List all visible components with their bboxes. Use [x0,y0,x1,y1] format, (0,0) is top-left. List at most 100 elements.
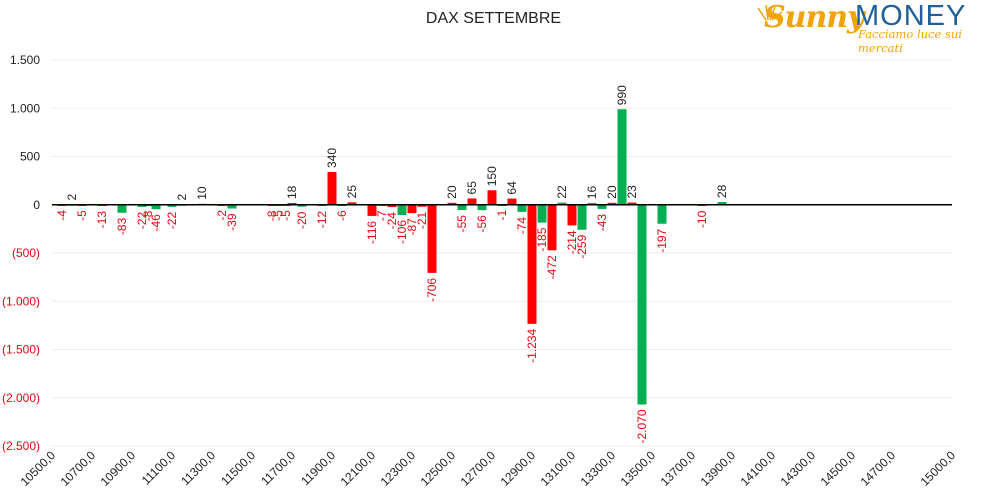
bar [517,204,527,212]
data-label: 64 [505,181,519,195]
y-tick-label: (2.500) [2,439,40,453]
bar [547,204,557,251]
x-tick-label: 13700,0 [658,448,699,489]
bar [117,204,127,213]
data-label: -39 [225,213,239,231]
logo-money-text: MONEY [855,0,967,32]
data-label: -1 [495,210,509,221]
bar [477,204,487,211]
data-label: -21 [415,211,429,229]
bar [597,204,607,209]
data-label: 25 [345,185,359,199]
data-label: -197 [655,228,669,252]
logo-sunny-text: Sunny [764,0,865,35]
data-label: -5 [271,210,285,221]
data-label: -5 [75,210,89,221]
data-label: -2 [215,210,229,221]
data-label: -83 [115,217,129,235]
x-tick-label: 14300,0 [778,448,819,489]
x-tick-label: 14500,0 [818,448,859,489]
data-label: 340 [325,148,339,168]
bar [137,204,147,207]
data-label: -5 [279,210,293,221]
bar [607,202,617,205]
bars [57,109,727,405]
x-tick-label: 13300,0 [578,448,619,489]
x-tick-label: 11100,0 [139,448,179,488]
data-label: -13 [95,211,109,229]
data-label: 20 [605,185,619,199]
data-label: 16 [585,186,599,200]
x-tick-label: 12700,0 [458,448,499,489]
bar [447,202,457,205]
y-axis-ticks: 1.500 1.000 500 0 (500) (1.000) (1.500) (2.000)… [2,53,40,453]
x-tick-label: 15000,0 [918,448,959,489]
data-label: 10 [195,186,209,200]
bar [227,204,237,209]
x-tick-label: 11900,0 [298,448,338,488]
x-tick-label: 12900,0 [498,448,539,489]
y-tick-label: 1.000 [10,101,40,115]
bar [327,171,337,205]
data-label: -259 [575,234,589,258]
gridlines [52,59,952,447]
data-label: 23 [625,185,639,199]
y-tick-label: 0 [33,198,40,212]
data-label: -4 [55,210,69,221]
data-label: 150 [485,166,499,186]
bar [537,204,547,223]
data-label: -10 [695,210,709,228]
y-tick-label: (500) [12,246,40,260]
data-label: -43 [595,214,609,232]
data-labels: -42-5 -13 -83 -22-8-46 -222 10-2-39 -8-5-518-2… [55,85,729,444]
sun-rays-icon [757,4,783,21]
data-label: 2 [65,194,79,201]
data-label: -20 [295,211,309,229]
x-tick-label: 10900,0 [98,448,139,489]
data-label: -87 [405,218,419,236]
bar [587,203,597,205]
x-tick-label: 11700,0 [258,448,298,488]
data-label: 990 [615,85,629,105]
bar [577,204,587,230]
y-tick-label: 500 [20,150,40,164]
data-label: 22 [555,185,569,199]
bar [527,204,537,324]
data-label: -8 [265,210,279,221]
x-tick-label: 12500,0 [418,448,459,489]
bar [467,198,477,205]
data-label: -185 [535,227,549,251]
bar [151,204,161,210]
x-tick-label: 13500,0 [618,448,659,489]
bar [387,204,397,208]
bar [417,204,427,207]
x-axis-ticks: 10500,0 10700,0 10900,0 11100,0 11300,0 11500… [18,448,959,489]
x-tick-label: 12100,0 [338,448,379,489]
data-label: -56 [475,215,489,233]
bar [557,202,567,205]
data-label: 2 [175,194,189,201]
bar [407,204,417,214]
x-tick-label: 10500,0 [18,448,59,489]
bar [167,204,177,207]
data-label: -22 [165,212,179,230]
bar [657,204,667,224]
bar [397,204,407,215]
x-tick-label: 11300,0 [178,448,218,488]
y-tick-label: 1.500 [10,53,40,67]
data-label: -12 [315,211,329,229]
bar [627,202,637,205]
bar [347,202,357,205]
x-tick-label: 13900,0 [698,448,739,489]
bar [367,204,377,216]
x-tick-label: 10700,0 [58,448,99,489]
data-label: -1.234 [525,329,539,363]
data-label: 28 [715,184,729,198]
bar [617,109,627,205]
bar [457,204,467,211]
bar [507,198,517,205]
data-label: -74 [515,217,529,235]
data-label: -214 [565,230,579,254]
data-label: -55 [455,215,469,233]
